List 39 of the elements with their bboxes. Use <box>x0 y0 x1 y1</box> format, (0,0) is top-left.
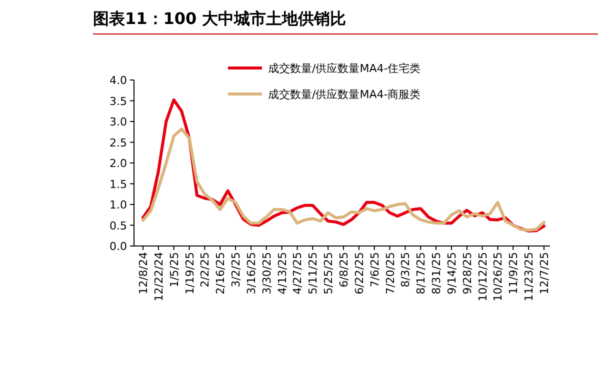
x-tick-label: 2/16/25 <box>214 252 228 294</box>
x-tick-label: 7/6/25 <box>368 252 382 288</box>
x-tick-label: 11/23/25 <box>522 252 536 302</box>
y-tick-label: 1.5 <box>110 178 127 191</box>
y-tick-label: 4.0 <box>110 74 127 87</box>
x-tick-label: 3/2/25 <box>230 252 243 288</box>
x-tick-label: 2/2/25 <box>198 252 212 288</box>
x-tick-label: 6/22/25 <box>352 252 366 294</box>
x-tick-label: 8/3/25 <box>399 252 412 288</box>
y-tick-label: 1.0 <box>110 198 127 212</box>
legend-label: 成交数量/供应数量MA4-住宅类 <box>268 62 421 75</box>
x-tick-label: 8/17/25 <box>414 252 428 294</box>
x-tick-label: 9/14/25 <box>445 252 458 294</box>
legend-label: 成交数量/供应数量MA4-商服类 <box>268 88 421 101</box>
x-tick-label: 5/11/25 <box>306 252 320 294</box>
y-tick-label: 3.0 <box>110 116 127 128</box>
x-tick-label: 11/9/25 <box>507 252 520 294</box>
x-tick-label: 8/31/25 <box>430 252 444 294</box>
y-tick-label: 2.5 <box>110 136 127 150</box>
x-tick-label: 7/20/25 <box>384 252 397 294</box>
y-tick-label: 0.5 <box>110 219 127 232</box>
x-tick-label: 5/25/25 <box>322 252 336 294</box>
y-tick-label: 0.0 <box>110 240 127 253</box>
y-tick-label: 3.5 <box>110 94 127 108</box>
x-tick-label: 10/26/25 <box>492 252 505 302</box>
chart-title: 图表11：100 大中城市土地供销比 <box>93 9 346 28</box>
x-tick-label: 12/8/24 <box>137 252 150 294</box>
y-tick-label: 2.0 <box>110 157 127 170</box>
x-tick-label: 4/13/25 <box>276 252 289 294</box>
x-tick-label: 1/5/25 <box>168 252 181 288</box>
x-tick-label: 3/30/25 <box>260 252 274 294</box>
x-tick-label: 12/7/25 <box>538 252 551 294</box>
x-tick-label: 10/12/25 <box>476 252 490 302</box>
x-tick-label: 6/8/25 <box>338 252 350 288</box>
x-tick-label: 1/19/25 <box>183 252 196 294</box>
x-tick-label: 12/22/24 <box>152 252 166 302</box>
x-tick-label: 4/27/25 <box>291 252 304 294</box>
x-tick-label: 3/16/25 <box>244 252 258 294</box>
x-tick-label: 9/28/25 <box>460 252 474 294</box>
